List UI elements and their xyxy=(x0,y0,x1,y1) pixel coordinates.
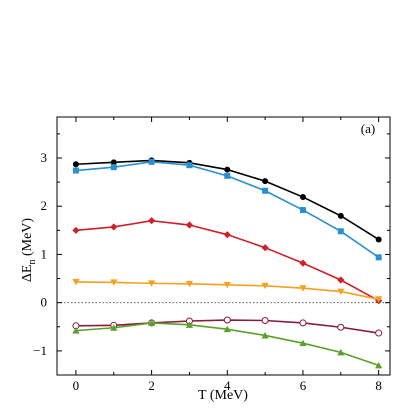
y-tick-label: 2 xyxy=(41,198,48,213)
data-point xyxy=(375,329,383,337)
data-point xyxy=(337,323,345,331)
series-4 xyxy=(72,278,383,303)
data-point xyxy=(375,361,383,369)
plot-frame xyxy=(56,116,391,376)
data-point xyxy=(224,172,231,179)
data-point xyxy=(337,212,344,219)
data-point xyxy=(261,282,269,290)
series-2 xyxy=(72,158,382,261)
data-point xyxy=(261,244,269,252)
data-point xyxy=(148,280,156,287)
data-point xyxy=(337,348,345,356)
panel-label: (a) xyxy=(361,121,375,136)
data-point xyxy=(299,207,306,214)
data-point xyxy=(186,162,193,169)
data-point xyxy=(110,223,118,231)
series-group xyxy=(72,157,383,369)
data-point xyxy=(261,332,269,339)
data-point xyxy=(185,221,194,229)
axis-ticks: 0 2 4 6 8 −1 0 1 2 3 xyxy=(33,117,390,393)
data-point xyxy=(299,194,306,201)
data-point xyxy=(148,217,156,225)
data-point xyxy=(110,164,117,171)
y-axis-title-main: ΔE xyxy=(20,265,35,283)
y-tick-label: 1 xyxy=(41,246,48,261)
data-point xyxy=(72,167,79,174)
series-1 xyxy=(72,157,382,243)
data-point xyxy=(72,161,79,168)
data-point xyxy=(224,166,231,173)
y-tick-label: 0 xyxy=(41,295,48,310)
x-tick-label: 8 xyxy=(375,378,382,393)
x-axis-title: T (MeV) xyxy=(198,388,248,403)
data-point xyxy=(185,280,194,288)
data-point xyxy=(72,278,80,286)
data-point xyxy=(223,231,231,239)
data-point xyxy=(375,254,382,261)
data-point xyxy=(148,319,156,326)
y-axis-title-sub: n xyxy=(27,260,38,265)
data-point xyxy=(223,316,231,324)
series-6 xyxy=(72,319,383,369)
x-tick-label: 6 xyxy=(300,378,307,393)
data-point xyxy=(337,228,344,235)
data-point xyxy=(299,259,307,267)
y-tick-label: 3 xyxy=(41,150,48,165)
data-point xyxy=(223,281,231,289)
y-axis-title: ΔEn (MeV) xyxy=(20,218,38,282)
data-point xyxy=(110,324,118,331)
data-point xyxy=(299,319,307,327)
x-tick-label: 4 xyxy=(224,378,231,393)
data-point xyxy=(110,159,117,166)
data-point xyxy=(337,276,345,284)
data-point xyxy=(262,187,269,194)
y-tick-label: −1 xyxy=(33,343,47,358)
y-axis-title-unit: (MeV) xyxy=(20,218,35,260)
data-point xyxy=(72,327,80,334)
series-3 xyxy=(72,217,383,305)
data-point xyxy=(337,288,345,295)
data-point xyxy=(299,339,307,347)
data-point xyxy=(299,285,307,292)
x-tick-label: 0 xyxy=(73,378,80,393)
data-point xyxy=(375,296,383,303)
data-point xyxy=(375,236,382,243)
data-point xyxy=(185,321,194,328)
data-point xyxy=(72,226,80,234)
data-point xyxy=(148,158,155,165)
data-point xyxy=(110,279,118,286)
x-tick-label: 2 xyxy=(148,378,155,393)
data-point xyxy=(261,317,269,325)
data-point xyxy=(262,178,269,185)
data-point xyxy=(223,325,231,333)
